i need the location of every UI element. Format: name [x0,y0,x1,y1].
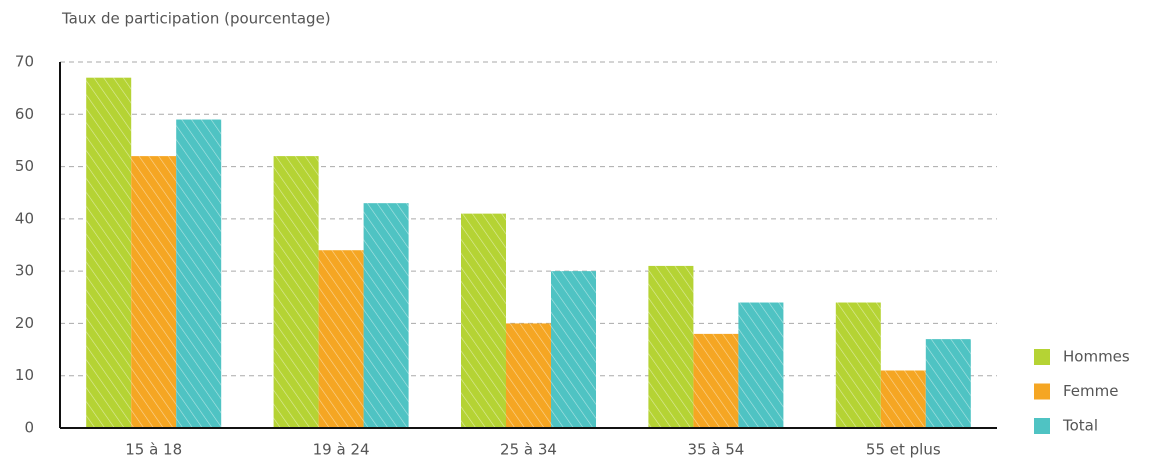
legend-label: Femme [1063,382,1119,400]
legend-label: Hommes [1063,348,1130,366]
bar-texture [86,77,132,428]
x-tick-label: 19 à 24 [313,441,370,459]
bar-texture [461,213,506,428]
bar-texture [551,271,596,428]
legend-swatch [1034,383,1050,400]
legend-swatch [1034,349,1050,365]
bar-texture [363,203,409,428]
x-tick-label: 25 à 34 [500,441,557,459]
bar-texture [693,333,739,428]
x-tick-label: 35 à 54 [687,441,744,459]
bar-texture [880,370,926,428]
x-tick-label: 15 à 18 [125,441,182,459]
bar-texture [925,339,971,428]
bar-texture [176,119,222,428]
y-tick-label: 10 [15,366,34,384]
bar-texture [506,323,551,428]
bar-texture [648,265,694,428]
bar-texture [835,302,881,428]
legend-label: Total [1062,417,1098,435]
y-tick-label: 40 [15,209,34,227]
y-tick-label: 20 [15,314,34,332]
y-tick-label: 60 [15,105,34,123]
y-tick-label: 0 [24,419,34,437]
x-tick-label: 55 et plus [866,441,941,459]
bar-texture [318,250,364,428]
y-axis-label: Taux de participation (pourcentage) [61,10,331,28]
legend-swatch [1034,418,1050,434]
bar-texture [738,302,784,428]
y-tick-label: 30 [15,262,34,280]
y-tick-label: 70 [15,53,34,71]
bar-texture [273,156,319,428]
y-tick-label: 50 [15,157,34,175]
bar-texture [131,156,177,428]
